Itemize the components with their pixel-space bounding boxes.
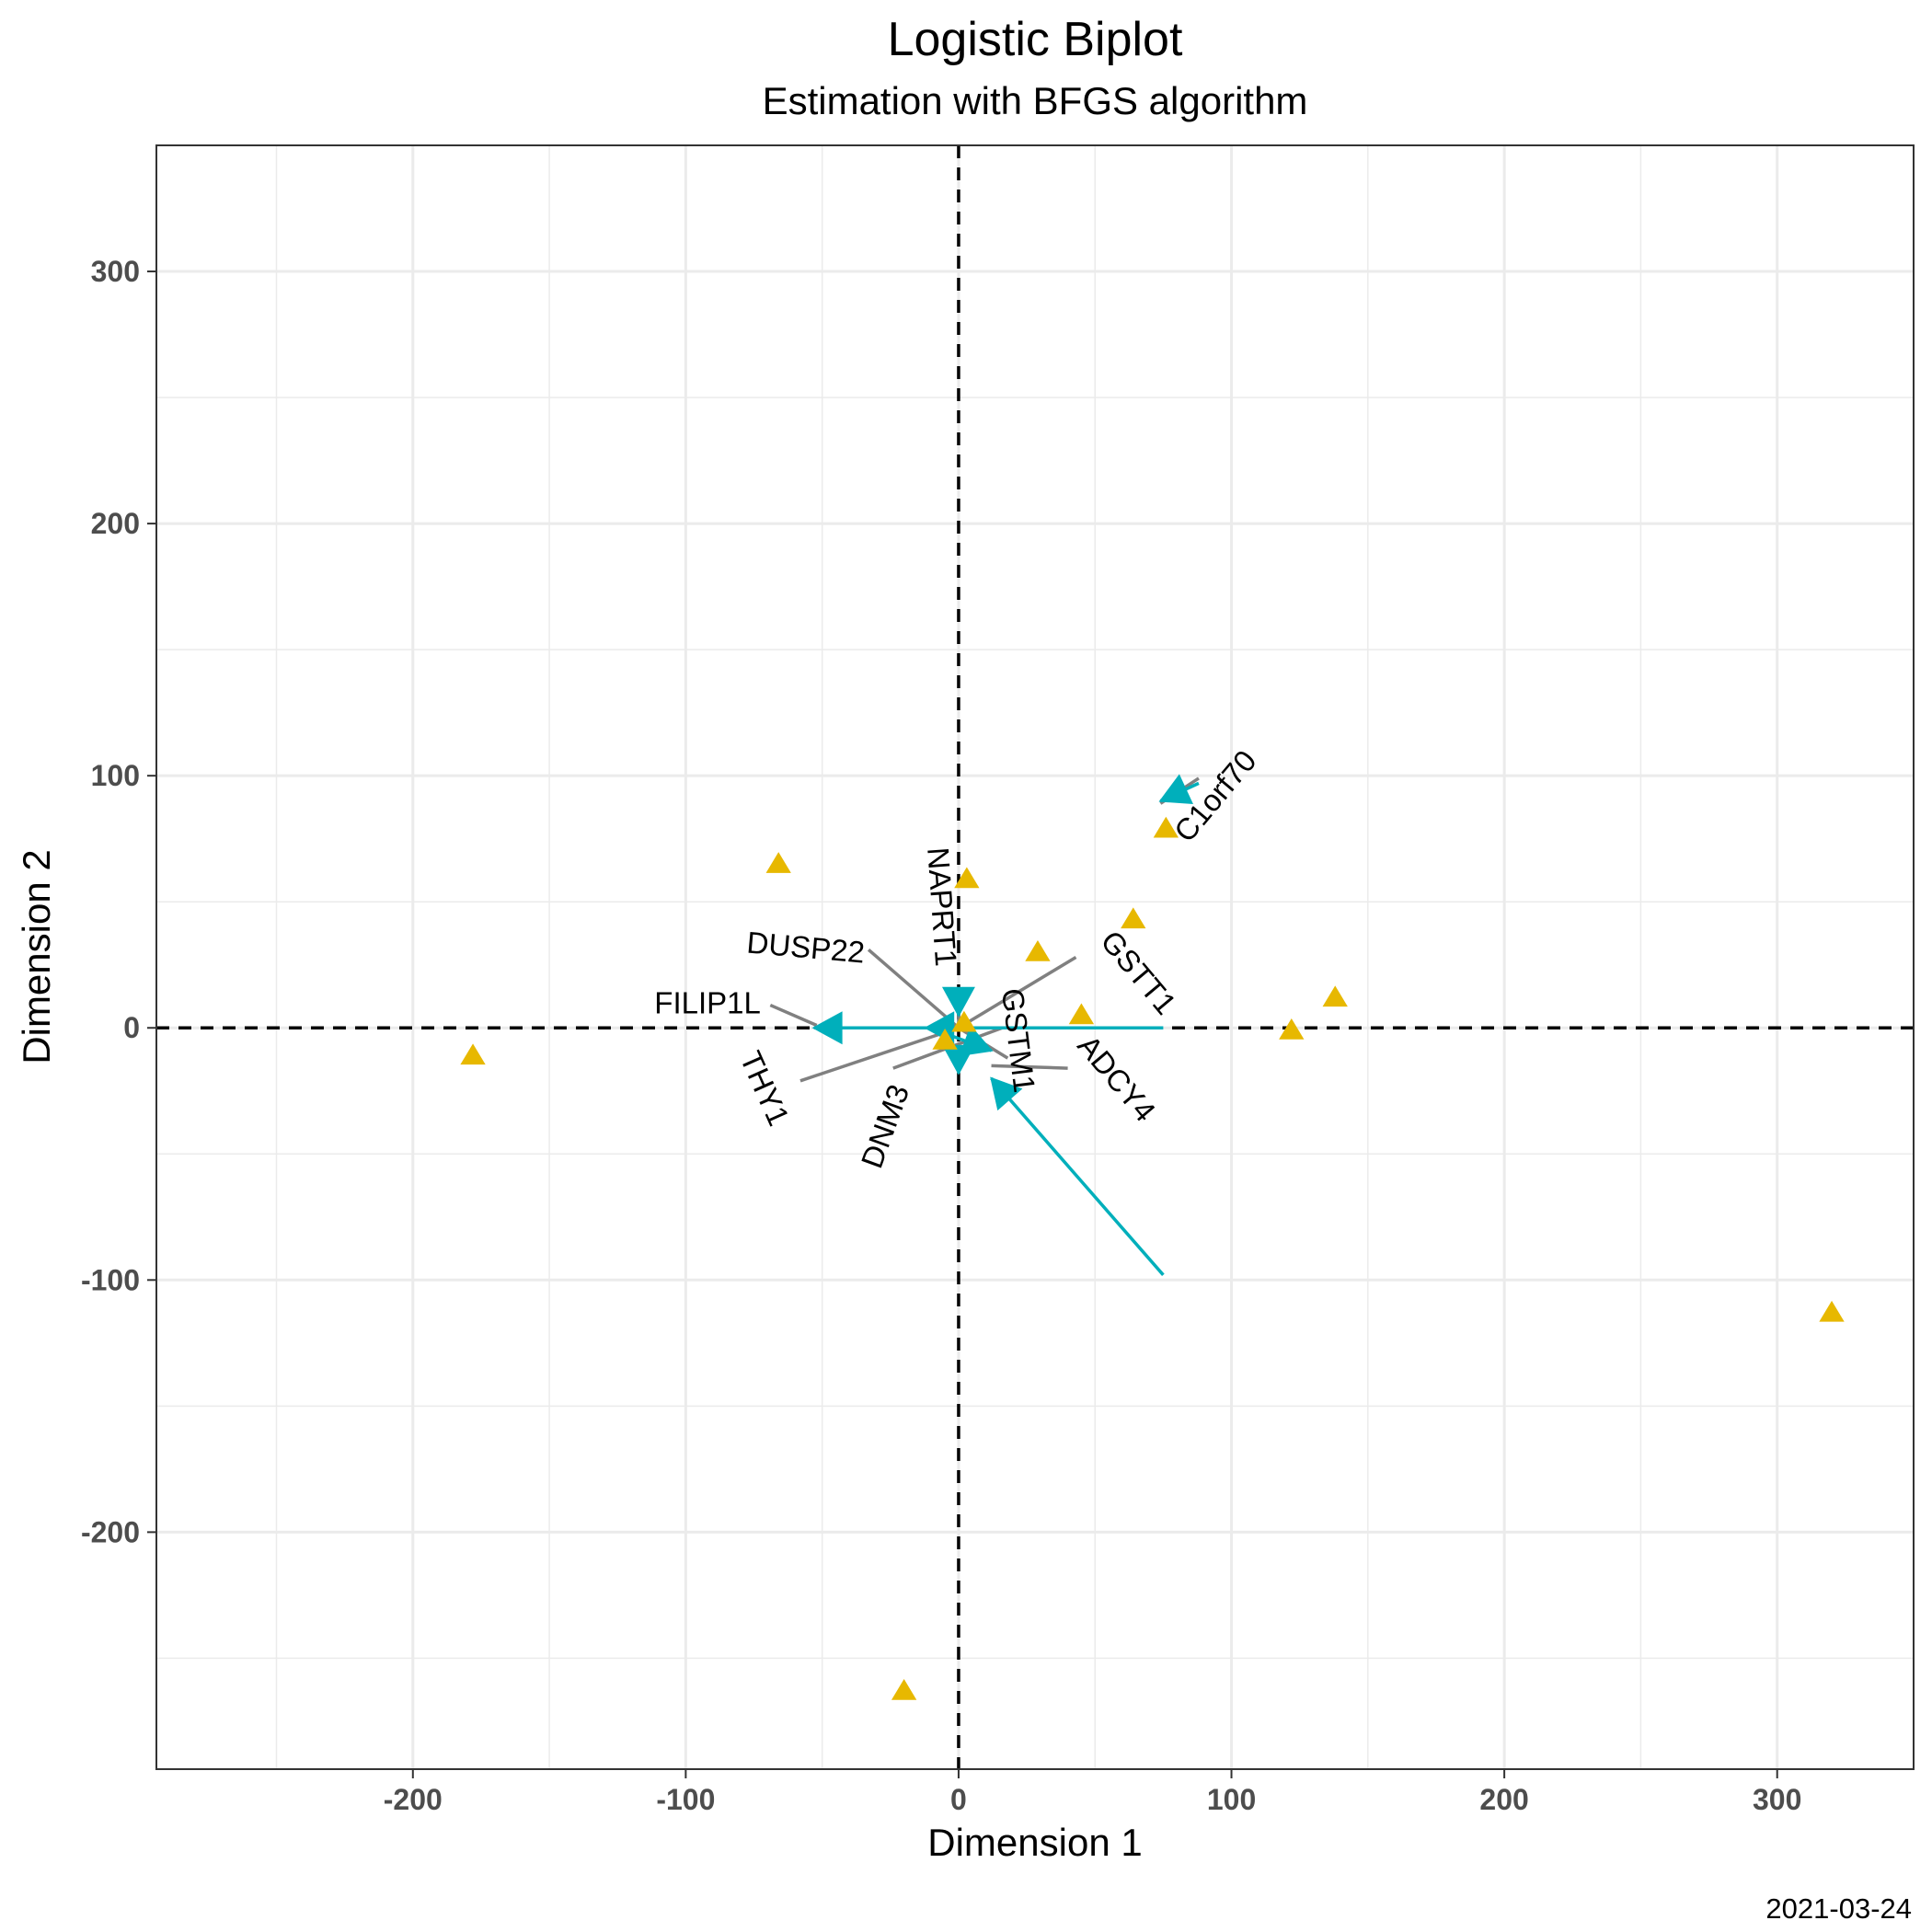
data-point [1819, 1300, 1845, 1322]
data-point [1279, 1018, 1305, 1040]
x-tick-label: 0 [950, 1783, 967, 1816]
label-segment [958, 956, 1077, 1029]
x-tick-label: -100 [656, 1783, 715, 1816]
y-tick-label: 200 [91, 507, 140, 540]
variable-label: GSTM1 [995, 986, 1042, 1094]
data-point [1153, 816, 1179, 838]
variable-arrow-head [959, 1025, 994, 1057]
variable-arrow-shaft [990, 1076, 1165, 1276]
variable-arrow-head [1158, 774, 1193, 804]
x-tick-label: 300 [1753, 1783, 1801, 1816]
variable-label: DNM3 [855, 1080, 916, 1173]
x-axis-title: Dimension 1 [927, 1821, 1142, 1864]
chart-title: Logistic Biplot [888, 13, 1183, 66]
data-point [1121, 907, 1146, 929]
individual-points [460, 816, 1845, 1700]
variable-label: GSTT1 [1094, 924, 1183, 1020]
chart-caption: 2021-03-24 [1765, 1892, 1912, 1925]
label-segment [769, 1003, 818, 1028]
variable-label: NAPRT1 [921, 846, 963, 968]
data-point [932, 1028, 958, 1050]
y-tick-label: -200 [81, 1515, 140, 1548]
label-segment [799, 1026, 960, 1083]
x-axis-ticks: -200 -100 0 100 200 300 [384, 1769, 1801, 1816]
y-tick-label: 0 [123, 1011, 140, 1044]
reference-lines [156, 145, 1914, 1769]
variable-label: THY1 [733, 1046, 796, 1131]
chart-subtitle: Estimation with BFGS algorithm [763, 79, 1308, 122]
variable-arrow-head [811, 1011, 843, 1045]
data-point [460, 1043, 486, 1065]
variable-arrow-head [990, 1076, 1023, 1111]
label-segment [991, 1064, 1068, 1070]
data-point [891, 1679, 917, 1700]
y-axis-ticks: -200 -100 0 100 200 300 [81, 255, 156, 1548]
data-point [1322, 985, 1348, 1007]
data-point [954, 867, 980, 889]
variable-arrow-head [941, 986, 975, 1018]
x-tick-label: 200 [1479, 1783, 1528, 1816]
data-point [1025, 940, 1051, 961]
y-tick-label: 100 [91, 759, 140, 792]
y-tick-label: -100 [81, 1263, 140, 1296]
y-axis-title: Dimension 2 [15, 849, 58, 1064]
x-tick-label: 100 [1207, 1783, 1256, 1816]
data-point [1068, 1003, 1095, 1025]
x-tick-label: -200 [384, 1783, 443, 1816]
data-point [765, 852, 791, 873]
variable-label: ADCY4 [1071, 1029, 1162, 1128]
data-point [951, 1010, 977, 1032]
variable-label: FILIP1L [654, 985, 761, 1019]
variable-label: DUSP22 [745, 926, 866, 970]
panel-border [155, 144, 1915, 1770]
y-tick-label: 300 [91, 255, 140, 288]
label-segment [867, 948, 960, 1029]
